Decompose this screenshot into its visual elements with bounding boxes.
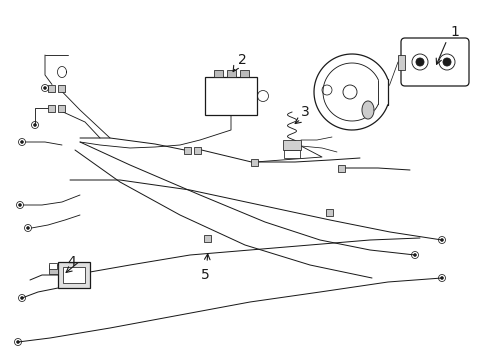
Bar [49,263,57,269]
Circle shape [17,341,20,343]
Text: 3: 3 [300,105,309,119]
Bar [326,208,333,216]
Bar [283,140,301,150]
Text: 1: 1 [449,25,459,39]
Bar [204,234,211,242]
Circle shape [415,58,423,66]
Circle shape [442,58,450,66]
Circle shape [413,253,416,256]
Circle shape [20,141,23,143]
Circle shape [19,204,21,206]
Text: 2: 2 [237,53,246,67]
Polygon shape [361,101,373,119]
Bar [48,104,55,112]
Bar [58,262,90,288]
Bar [226,70,236,77]
Bar [284,150,299,158]
Circle shape [440,239,443,242]
Bar [240,70,248,77]
Circle shape [26,226,29,229]
Text: 5: 5 [200,268,209,282]
Circle shape [20,297,23,300]
Bar [338,165,345,171]
Text: 4: 4 [67,255,76,269]
Bar [48,85,55,91]
Circle shape [43,87,46,89]
Bar [59,104,65,112]
Bar [204,77,257,115]
FancyBboxPatch shape [400,38,468,86]
Bar [214,70,223,77]
Bar [59,85,65,91]
Circle shape [440,276,443,279]
Bar [194,147,201,153]
Circle shape [34,123,36,126]
Bar [397,55,404,70]
Bar [49,265,58,274]
Bar [184,147,191,153]
Bar [251,158,258,166]
Bar [63,267,85,283]
